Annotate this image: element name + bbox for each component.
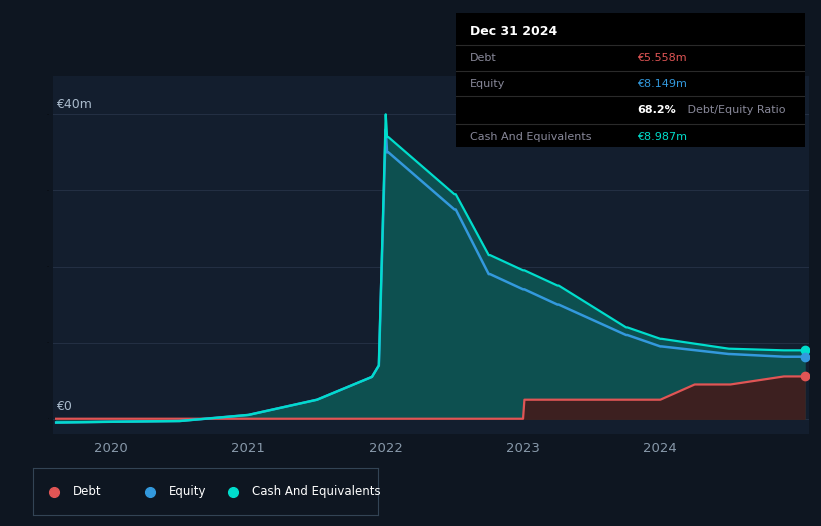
Text: €8.149m: €8.149m — [637, 78, 687, 88]
Text: Equity: Equity — [470, 78, 505, 88]
Text: €5.558m: €5.558m — [637, 53, 686, 63]
Text: 68.2%: 68.2% — [637, 105, 676, 115]
Text: Dec 31 2024: Dec 31 2024 — [470, 25, 557, 38]
Text: Cash And Equivalents: Cash And Equivalents — [470, 132, 591, 141]
Text: Debt: Debt — [470, 53, 497, 63]
Text: €0: €0 — [56, 400, 72, 412]
Text: Cash And Equivalents: Cash And Equivalents — [252, 485, 380, 498]
Text: €40m: €40m — [56, 97, 92, 110]
Text: Equity: Equity — [169, 485, 207, 498]
Text: Debt/Equity Ratio: Debt/Equity Ratio — [684, 105, 786, 115]
Text: Debt: Debt — [72, 485, 101, 498]
Text: €8.987m: €8.987m — [637, 132, 687, 141]
